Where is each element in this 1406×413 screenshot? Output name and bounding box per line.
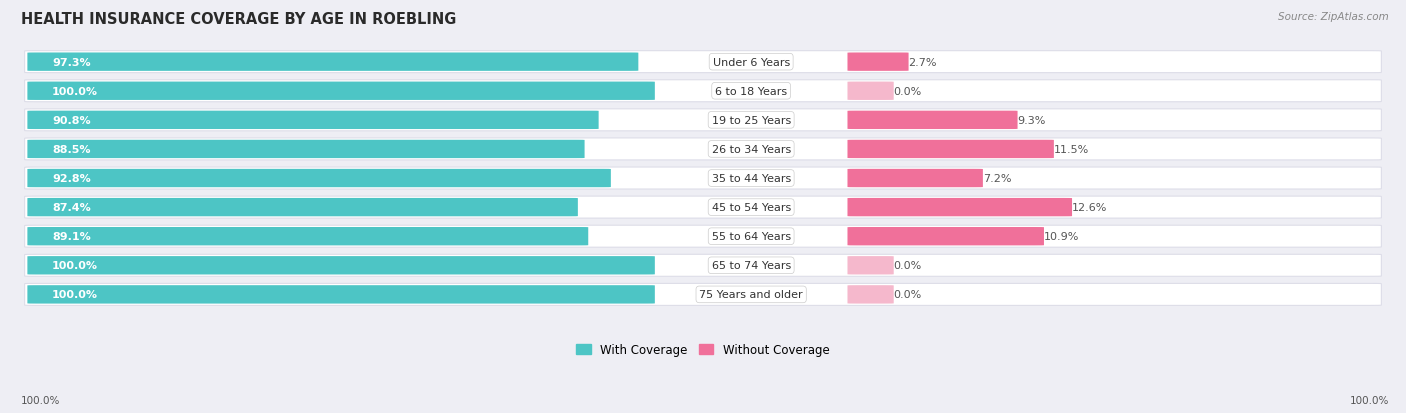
FancyBboxPatch shape: [848, 140, 1054, 159]
FancyBboxPatch shape: [25, 81, 1381, 102]
Text: Source: ZipAtlas.com: Source: ZipAtlas.com: [1278, 12, 1389, 22]
FancyBboxPatch shape: [25, 255, 1381, 277]
FancyBboxPatch shape: [25, 109, 1381, 131]
FancyBboxPatch shape: [25, 52, 1381, 74]
FancyBboxPatch shape: [848, 198, 1071, 217]
FancyBboxPatch shape: [848, 256, 894, 275]
Text: 55 to 64 Years: 55 to 64 Years: [711, 232, 790, 242]
Text: 6 to 18 Years: 6 to 18 Years: [716, 87, 787, 97]
Text: 11.5%: 11.5%: [1054, 145, 1090, 154]
FancyBboxPatch shape: [27, 82, 655, 101]
FancyBboxPatch shape: [27, 169, 610, 188]
Text: 92.8%: 92.8%: [52, 173, 91, 184]
Text: 2.7%: 2.7%: [908, 57, 936, 67]
Text: 75 Years and older: 75 Years and older: [699, 290, 803, 300]
FancyBboxPatch shape: [848, 53, 908, 72]
Text: 19 to 25 Years: 19 to 25 Years: [711, 116, 790, 126]
Legend: With Coverage, Without Coverage: With Coverage, Without Coverage: [572, 338, 834, 361]
Text: 87.4%: 87.4%: [52, 203, 91, 213]
FancyBboxPatch shape: [27, 256, 655, 275]
FancyBboxPatch shape: [27, 285, 655, 304]
Text: 12.6%: 12.6%: [1071, 203, 1108, 213]
FancyBboxPatch shape: [27, 228, 588, 246]
FancyBboxPatch shape: [848, 228, 1045, 246]
FancyBboxPatch shape: [848, 285, 894, 304]
Text: 0.0%: 0.0%: [894, 87, 922, 97]
Text: 0.0%: 0.0%: [894, 290, 922, 300]
FancyBboxPatch shape: [848, 82, 894, 101]
FancyBboxPatch shape: [27, 112, 599, 130]
Text: 35 to 44 Years: 35 to 44 Years: [711, 173, 790, 184]
Text: 10.9%: 10.9%: [1045, 232, 1080, 242]
FancyBboxPatch shape: [25, 225, 1381, 248]
FancyBboxPatch shape: [27, 53, 638, 72]
FancyBboxPatch shape: [848, 169, 983, 188]
Text: HEALTH INSURANCE COVERAGE BY AGE IN ROEBLING: HEALTH INSURANCE COVERAGE BY AGE IN ROEB…: [21, 12, 457, 27]
Text: 100.0%: 100.0%: [52, 290, 98, 300]
Text: 26 to 34 Years: 26 to 34 Years: [711, 145, 790, 154]
FancyBboxPatch shape: [25, 197, 1381, 218]
Text: 90.8%: 90.8%: [52, 116, 91, 126]
FancyBboxPatch shape: [27, 198, 578, 217]
Text: 9.3%: 9.3%: [1018, 116, 1046, 126]
Text: 0.0%: 0.0%: [894, 261, 922, 271]
Text: 100.0%: 100.0%: [1350, 395, 1389, 405]
Text: 88.5%: 88.5%: [52, 145, 90, 154]
Text: 97.3%: 97.3%: [52, 57, 91, 67]
Text: 100.0%: 100.0%: [52, 261, 98, 271]
FancyBboxPatch shape: [848, 112, 1018, 130]
FancyBboxPatch shape: [27, 140, 585, 159]
Text: 100.0%: 100.0%: [52, 87, 98, 97]
Text: 89.1%: 89.1%: [52, 232, 91, 242]
FancyBboxPatch shape: [25, 139, 1381, 161]
FancyBboxPatch shape: [25, 284, 1381, 306]
Text: 100.0%: 100.0%: [21, 395, 60, 405]
Text: 45 to 54 Years: 45 to 54 Years: [711, 203, 790, 213]
FancyBboxPatch shape: [25, 168, 1381, 190]
Text: 7.2%: 7.2%: [983, 173, 1011, 184]
Text: Under 6 Years: Under 6 Years: [713, 57, 790, 67]
Text: 65 to 74 Years: 65 to 74 Years: [711, 261, 790, 271]
